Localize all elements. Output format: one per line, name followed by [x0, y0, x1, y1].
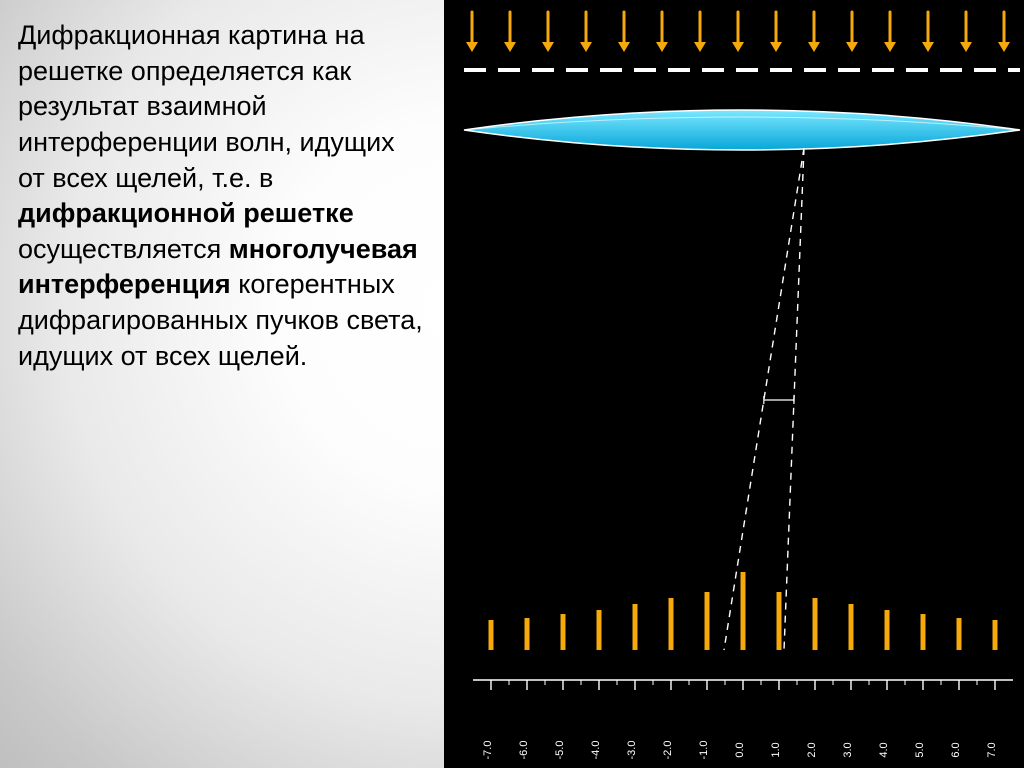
- svg-text:-4.0: -4.0: [590, 741, 602, 760]
- svg-text:2.0: 2.0: [806, 742, 818, 757]
- svg-text:-6.0: -6.0: [518, 741, 530, 760]
- text-span-1: Дифракционная картина на решетке определ…: [18, 20, 395, 193]
- slide-root: Дифракционная картина на решетке определ…: [0, 0, 1024, 768]
- svg-text:1.0: 1.0: [770, 742, 782, 757]
- body-text: Дифракционная картина на решетке определ…: [18, 18, 426, 374]
- svg-text:-7.0: -7.0: [482, 741, 494, 760]
- svg-text:3.0: 3.0: [842, 742, 854, 757]
- svg-text:0.0: 0.0: [734, 742, 746, 757]
- svg-text:-1.0: -1.0: [698, 741, 710, 760]
- svg-text:6.0: 6.0: [950, 742, 962, 757]
- svg-text:5.0: 5.0: [914, 742, 926, 757]
- text-span-2: осуществляется: [18, 234, 229, 264]
- svg-text:-3.0: -3.0: [626, 741, 638, 760]
- diffraction-diagram: -7.0 -6.0 -5.0 -4.0 -3.0 -2.0 -1.0 0.0 1.0 2.0 3.0…: [444, 0, 1024, 768]
- svg-text:-2.0: -2.0: [662, 741, 674, 760]
- text-panel: Дифракционная картина на решетке определ…: [0, 0, 444, 768]
- svg-text:-5.0: -5.0: [554, 741, 566, 760]
- diagram-panel: -7.0 -6.0 -5.0 -4.0 -3.0 -2.0 -1.0 0.0 1.0 2.0 3.0…: [444, 0, 1024, 768]
- svg-text:7.0: 7.0: [986, 742, 998, 757]
- svg-text:4.0: 4.0: [878, 742, 890, 757]
- text-bold-1: дифракционной решетке: [18, 198, 354, 228]
